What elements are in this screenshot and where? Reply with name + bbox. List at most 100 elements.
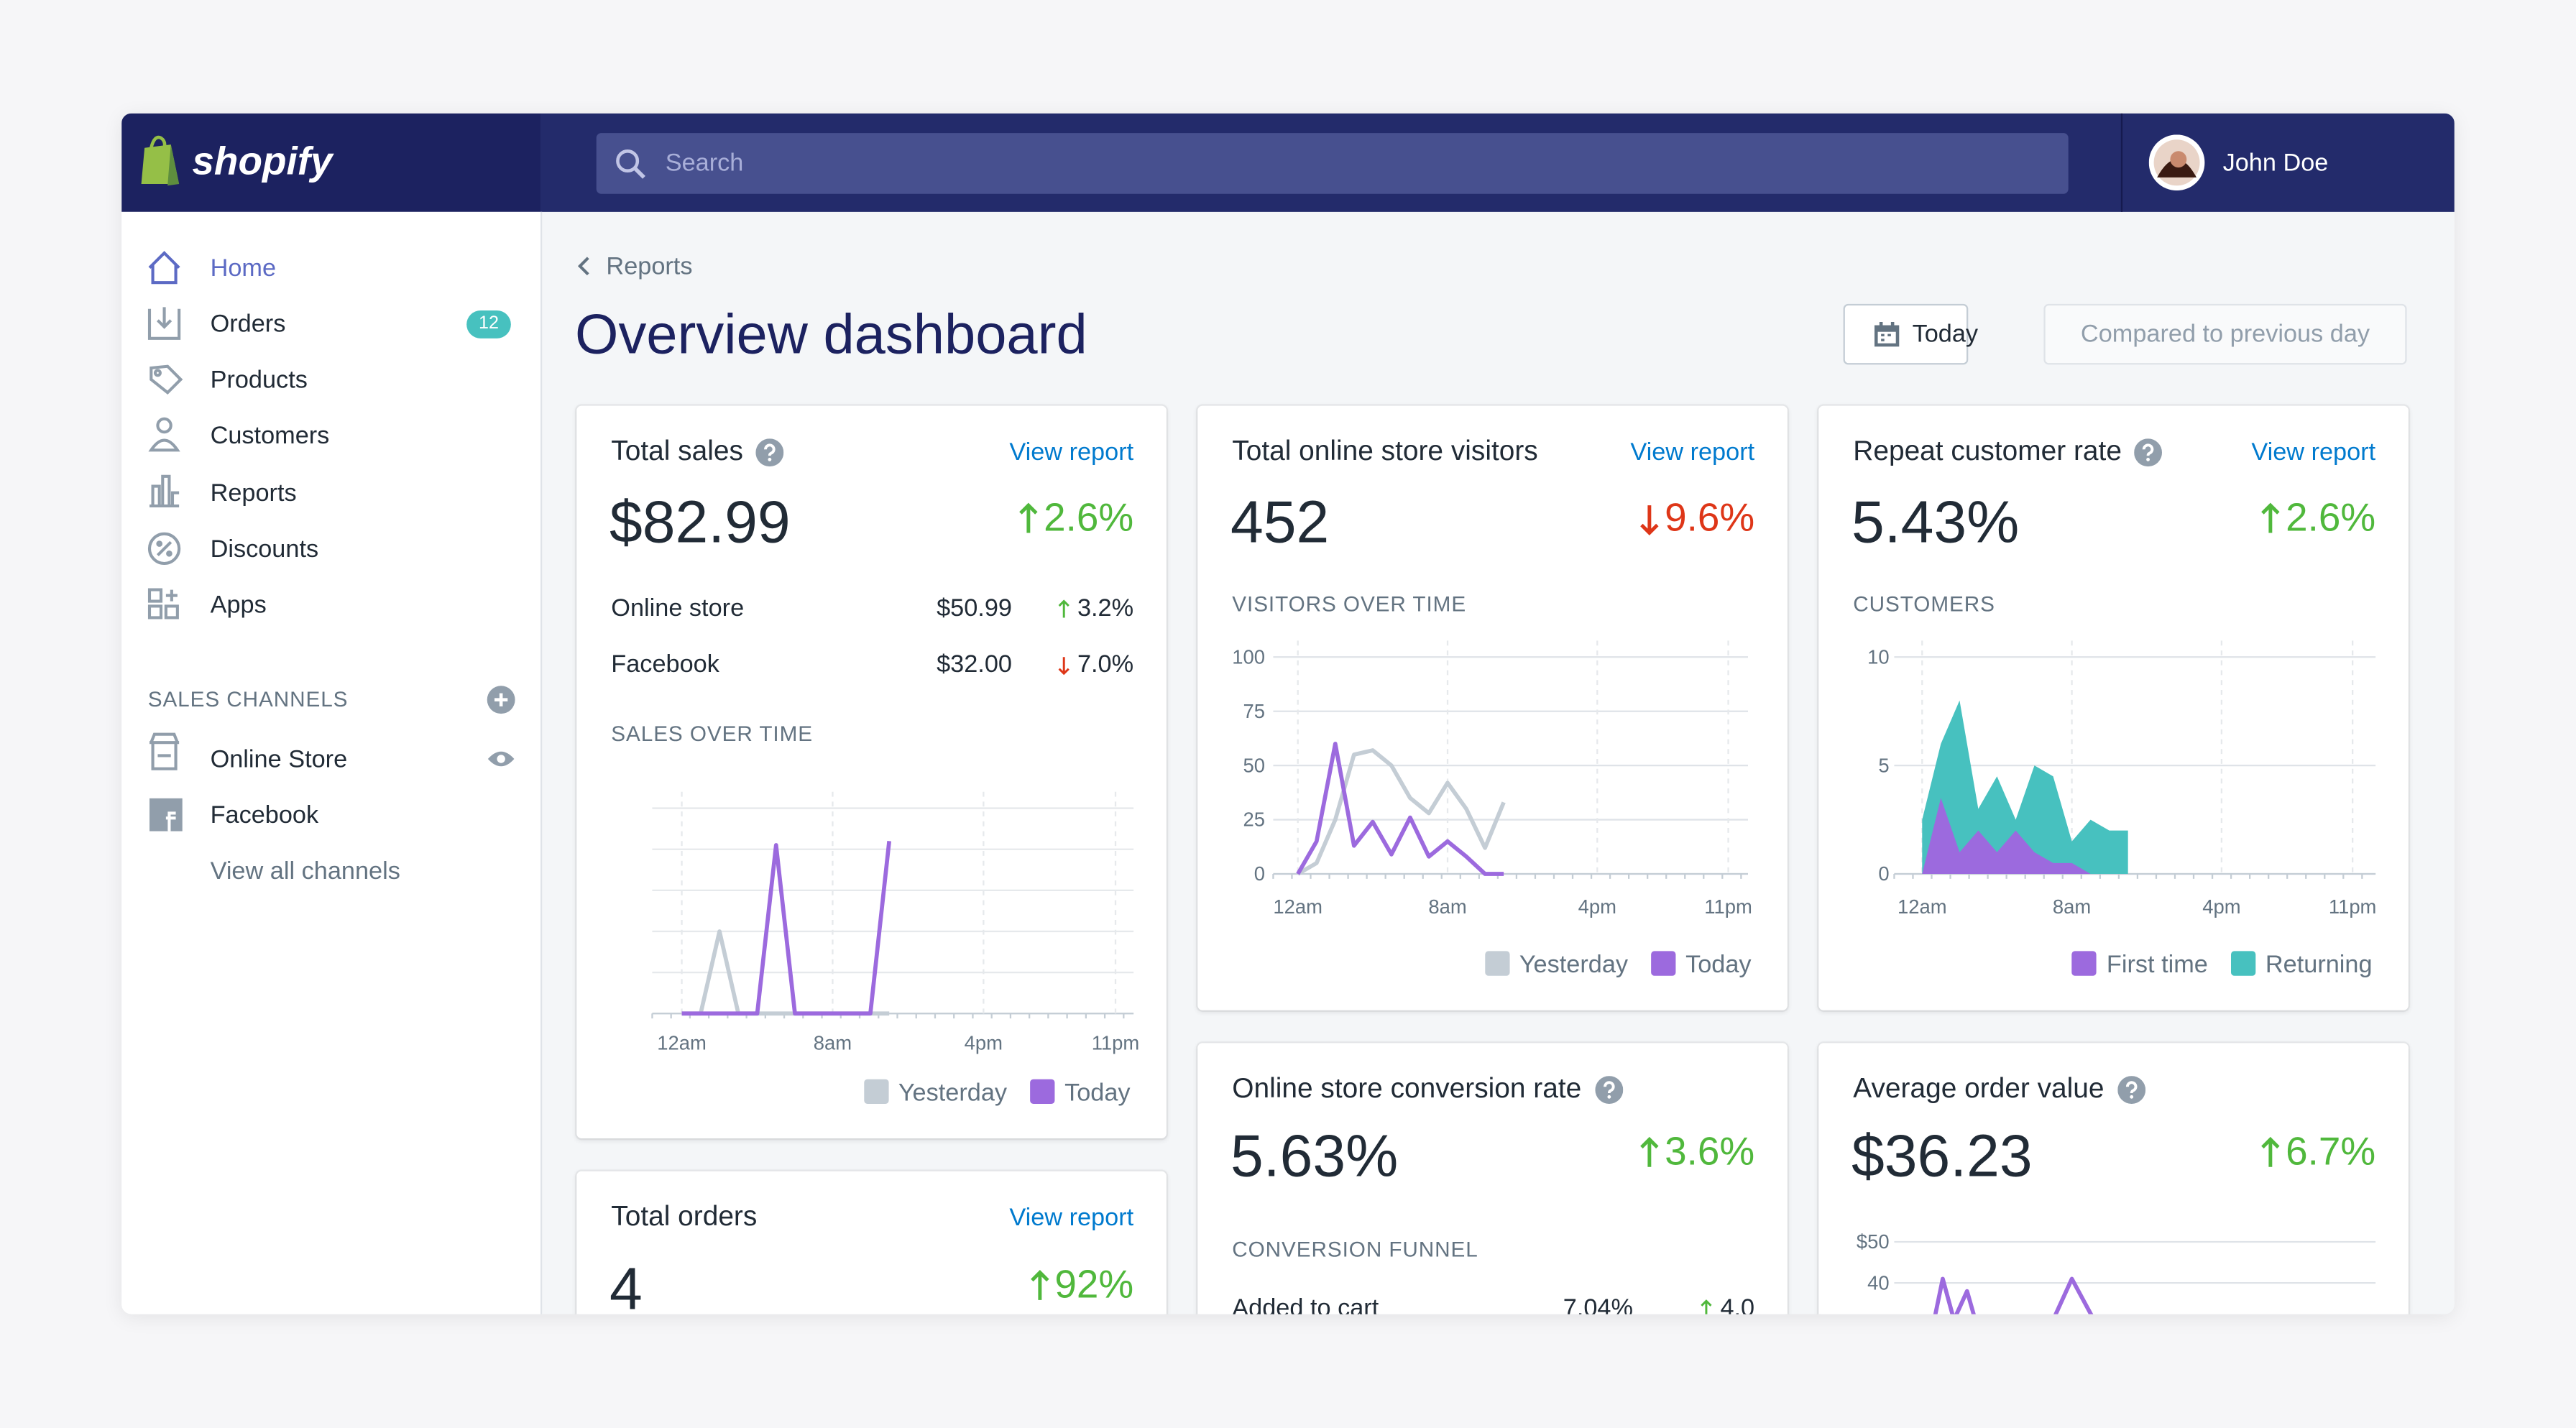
section-label: VISITORS OVER TIME <box>1232 591 1467 617</box>
metric-change: 6.7% <box>2261 1130 2375 1176</box>
y-tick-label: 40 <box>1867 1271 1889 1294</box>
section-label: CUSTOMERS <box>1853 591 1995 617</box>
nav-item[interactable]: Customers <box>210 422 330 451</box>
legend-swatch <box>2071 951 2097 976</box>
metric-value: 5.43% <box>1851 487 2020 556</box>
card-title: Online store conversion rate <box>1232 1073 1623 1106</box>
nav-item[interactable]: Reports <box>210 479 297 508</box>
legend-label: Yesterday <box>898 1079 1008 1107</box>
row-change: 4.0 <box>1701 1294 1755 1314</box>
chart: 0 5 10 12am 8am 4pm 11pm <box>1867 640 2376 918</box>
help-dot <box>1606 1094 1611 1098</box>
compare-button[interactable]: Compared to previous day <box>2043 303 2407 365</box>
help-dot <box>768 456 773 461</box>
row-change-text: 7.0% <box>1077 650 1134 678</box>
legend-label: Returning <box>2265 951 2373 980</box>
view-report-link[interactable]: View report <box>1630 438 1755 467</box>
x-tick-label: 8am <box>1428 895 1466 918</box>
legend-label: Yesterday <box>1519 951 1629 980</box>
metric-change: 3.6% <box>1640 1130 1754 1176</box>
x-tick-label: 4pm <box>965 1032 1003 1054</box>
y-tick-label: 0 <box>1254 862 1265 885</box>
trend-arrow <box>1057 599 1069 617</box>
row-change: 3.2% <box>1057 594 1133 622</box>
legend-label: Today <box>1064 1079 1131 1107</box>
row-label: Facebook <box>611 650 719 678</box>
x-tick-label: 12am <box>1898 895 1947 918</box>
view-report-link[interactable]: View report <box>1009 1204 1134 1233</box>
card-title: Total sales <box>611 435 785 469</box>
legend-item: Yesterday <box>863 1079 1008 1107</box>
row-value: $50.99 <box>937 594 1012 623</box>
metric-value: 4 <box>609 1255 643 1314</box>
trend-arrow <box>1640 1136 1660 1167</box>
legend-swatch <box>1030 1079 1055 1104</box>
row-label: Added to cart <box>1232 1294 1379 1314</box>
x-tick-label: 12am <box>1273 895 1322 918</box>
sidebar <box>121 211 543 1314</box>
metric-change-text: 9.6% <box>1665 496 1755 540</box>
nav-item[interactable]: Discounts <box>210 535 319 563</box>
avatar[interactable] <box>2148 134 2205 191</box>
add-channel[interactable] <box>487 685 516 714</box>
nav-item[interactable]: Apps <box>210 591 267 619</box>
card-title: Total online store visitors <box>1232 436 1537 469</box>
trend-arrow <box>2261 1136 2281 1167</box>
view-store[interactable] <box>487 747 516 770</box>
card: Total sales View report $82.99 2.6% Online s… <box>576 405 1167 1138</box>
user-name[interactable]: John Doe <box>2222 149 2329 178</box>
area <box>1922 798 2128 874</box>
y-tick-label: $50 <box>1857 1230 1890 1253</box>
legend: Yesterday Today <box>1484 951 1752 980</box>
app-frame: shopify Search John Doe Home Orders Prod… <box>121 113 2455 1314</box>
legend-swatch <box>2230 951 2256 976</box>
help-mark <box>2125 1080 2137 1092</box>
legend: First time Returning <box>2071 951 2373 980</box>
area <box>1922 700 2128 874</box>
card: Total orders View report 4 92% <box>576 1171 1167 1314</box>
y-tick-label: 0 <box>1878 862 1889 885</box>
search-placeholder: Search <box>665 149 744 178</box>
channel[interactable]: Facebook <box>210 801 319 830</box>
search-box[interactable] <box>596 133 2069 194</box>
metric-value: $36.23 <box>1851 1122 2033 1189</box>
metric-value: 5.63% <box>1230 1122 1399 1189</box>
channel[interactable]: Online Store <box>210 745 348 774</box>
card: Repeat customer rate View report 5.43% 2.6%… <box>1818 405 2409 1010</box>
back-icon[interactable] <box>575 254 594 277</box>
legend-swatch <box>863 1079 889 1104</box>
view-report-link[interactable]: View report <box>1009 438 1134 467</box>
logo: shopify <box>192 139 333 184</box>
trend-arrow <box>1057 656 1069 675</box>
y-tick-label: 75 <box>1243 700 1265 722</box>
trend-arrow <box>1019 502 1039 533</box>
section-label: SALES OVER TIME <box>611 721 813 746</box>
view-all-link[interactable]: View all channels <box>210 857 400 885</box>
breadcrumb[interactable]: Reports <box>606 252 693 281</box>
nav-item[interactable]: Products <box>210 366 308 395</box>
help-mark <box>2143 443 2155 455</box>
row-change: 7.0% <box>1057 650 1133 678</box>
chart: 12am 8am 4pm 11pm <box>651 791 1139 1054</box>
view-report-link[interactable]: View report <box>2251 438 2376 467</box>
date-button[interactable] <box>1843 303 1969 365</box>
x-tick-label: 4pm <box>1578 895 1616 918</box>
row-change-text: 4.0 <box>1720 1294 1755 1314</box>
legend-item: First time <box>2071 951 2208 979</box>
help-mark <box>1603 1080 1614 1092</box>
card-title-text: Total sales <box>611 435 743 467</box>
help-icon <box>1594 1074 1623 1103</box>
help-icon <box>756 438 785 466</box>
row-change-text: 3.2% <box>1077 594 1134 623</box>
nav-item[interactable]: Orders <box>210 310 286 338</box>
card-title-text: Average order value <box>1853 1072 2104 1104</box>
arrow-path <box>1640 505 1660 535</box>
chart: 0 25 50 75 100 12am 8am 4pm 11pm <box>1232 640 1752 918</box>
line <box>1296 742 1504 876</box>
line <box>1933 1276 2094 1314</box>
x-tick-label: 4pm <box>2202 895 2240 918</box>
nav-item[interactable]: Home <box>210 254 277 283</box>
card: Total online store visitors View report 45… <box>1197 405 1788 1010</box>
chart: 40 $50 <box>1857 1230 2376 1314</box>
